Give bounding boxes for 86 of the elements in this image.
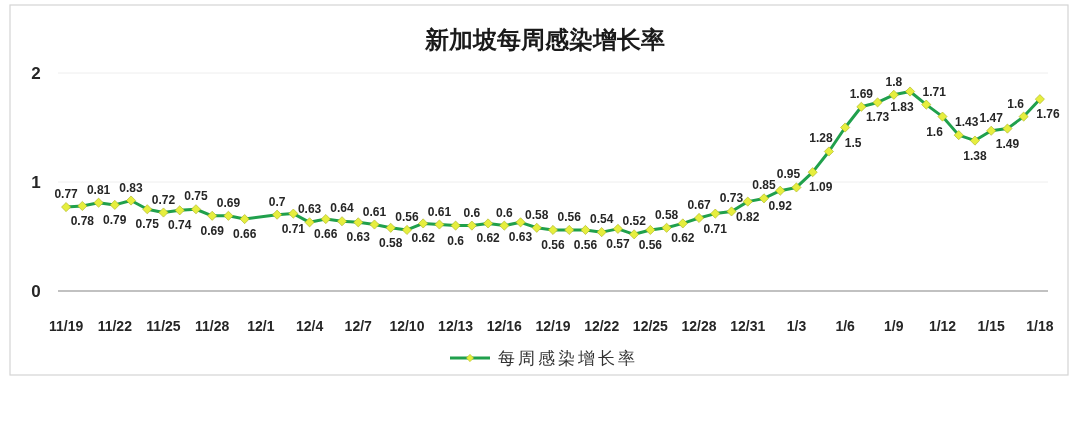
data-label: 1.6	[1007, 96, 1025, 111]
data-label: 0.92	[768, 198, 793, 213]
data-label: 0.56	[557, 209, 582, 224]
data-label: 1.28	[809, 131, 833, 146]
data-label: 0.95	[776, 167, 801, 182]
data-label: 0.52	[622, 214, 647, 229]
data-label: 0.56	[541, 237, 565, 252]
data-label: 0.71	[703, 221, 728, 236]
x-tick-label: 12/16	[486, 318, 523, 334]
data-label: 1.5	[844, 135, 862, 150]
data-label: 1.47	[979, 110, 1004, 125]
x-tick-label: 12/4	[295, 318, 324, 334]
data-label: 0.79	[103, 212, 127, 227]
data-label: 1.38	[963, 148, 987, 163]
data-label: 0.62	[671, 231, 695, 246]
data-label: 1.43	[955, 115, 979, 130]
data-label: 0.6	[463, 205, 481, 220]
x-tick-label: 12/22	[584, 318, 620, 334]
data-label: 0.83	[119, 180, 144, 195]
x-tick-label: 1/9	[884, 318, 904, 334]
data-label: 0.62	[411, 231, 436, 246]
x-tick-label: 12/7	[344, 318, 373, 334]
data-label: 1.09	[808, 180, 833, 195]
data-label: 0.66	[232, 227, 257, 242]
x-tick-label: 12/28	[681, 318, 717, 334]
data-label: 0.69	[216, 195, 241, 210]
x-tick-label: 1/12	[928, 318, 957, 334]
data-label: 0.82	[736, 209, 760, 224]
x-tick-label: 1/15	[977, 318, 1006, 334]
data-label: 0.73	[719, 191, 744, 206]
data-label: 0.54	[590, 212, 614, 227]
data-label: 0.77	[54, 187, 79, 202]
data-label: 0.58	[379, 235, 403, 250]
data-label: 0.67	[687, 197, 712, 212]
x-tick-label: 12/13	[438, 318, 474, 334]
data-label: 0.56	[395, 209, 419, 224]
data-label: 0.64	[330, 201, 355, 216]
data-label: 0.56	[573, 237, 598, 252]
y-tick-label: 2	[31, 64, 41, 83]
data-label: 1.73	[865, 110, 890, 125]
data-label: 1.83	[890, 99, 915, 114]
x-tick-label: 11/22	[97, 318, 133, 334]
data-label: 0.58	[525, 207, 549, 222]
x-tick-label: 12/19	[535, 318, 571, 334]
data-label: 1.69	[849, 86, 874, 101]
data-label: 0.6	[495, 205, 513, 220]
data-label: 1.49	[995, 136, 1020, 151]
legend-label: 每周感染增长率	[498, 349, 638, 368]
data-label: 0.75	[135, 217, 160, 232]
x-tick-label: 11/19	[48, 318, 84, 334]
data-label: 0.78	[70, 213, 95, 228]
data-label: 0.63	[508, 230, 533, 245]
data-label: 0.72	[151, 192, 176, 207]
x-tick-label: 12/1	[247, 318, 275, 334]
x-tick-label: 11/28	[195, 318, 230, 334]
x-tick-label: 12/31	[730, 318, 766, 334]
data-label: 0.58	[654, 207, 679, 222]
data-label: 0.69	[200, 223, 225, 238]
data-label: 1.8	[885, 74, 903, 89]
x-tick-label: 12/10	[389, 318, 425, 334]
x-tick-label: 11/25	[146, 318, 181, 334]
data-label: 1.6	[926, 124, 944, 139]
x-tick-label: 12/25	[632, 318, 669, 334]
data-label: 0.75	[184, 189, 208, 204]
y-tick-label: 0	[31, 282, 41, 301]
data-label: 0.74	[168, 218, 192, 233]
data-label: 1.76	[1036, 107, 1060, 122]
data-label: 0.71	[281, 221, 306, 236]
x-tick-label: 1/18	[1026, 318, 1054, 334]
data-label: 0.63	[297, 202, 322, 217]
data-label: 0.56	[638, 237, 663, 252]
data-label: 0.57	[606, 236, 630, 251]
data-label: 1.71	[922, 84, 947, 99]
y-tick-label: 1	[31, 173, 41, 192]
data-label: 0.6	[447, 233, 465, 248]
data-label: 0.62	[476, 231, 501, 246]
data-label: 0.85	[752, 178, 776, 193]
data-label: 0.81	[86, 182, 111, 197]
x-tick-label: 1/3	[786, 318, 807, 334]
chart-title: 新加坡每周感染增长率	[424, 26, 665, 53]
x-tick-label: 1/6	[835, 318, 856, 334]
data-label: 0.61	[362, 204, 387, 219]
data-label: 0.63	[346, 230, 371, 245]
data-label: 0.7	[268, 194, 286, 209]
data-label: 0.66	[314, 227, 338, 242]
data-label: 0.61	[427, 204, 452, 219]
